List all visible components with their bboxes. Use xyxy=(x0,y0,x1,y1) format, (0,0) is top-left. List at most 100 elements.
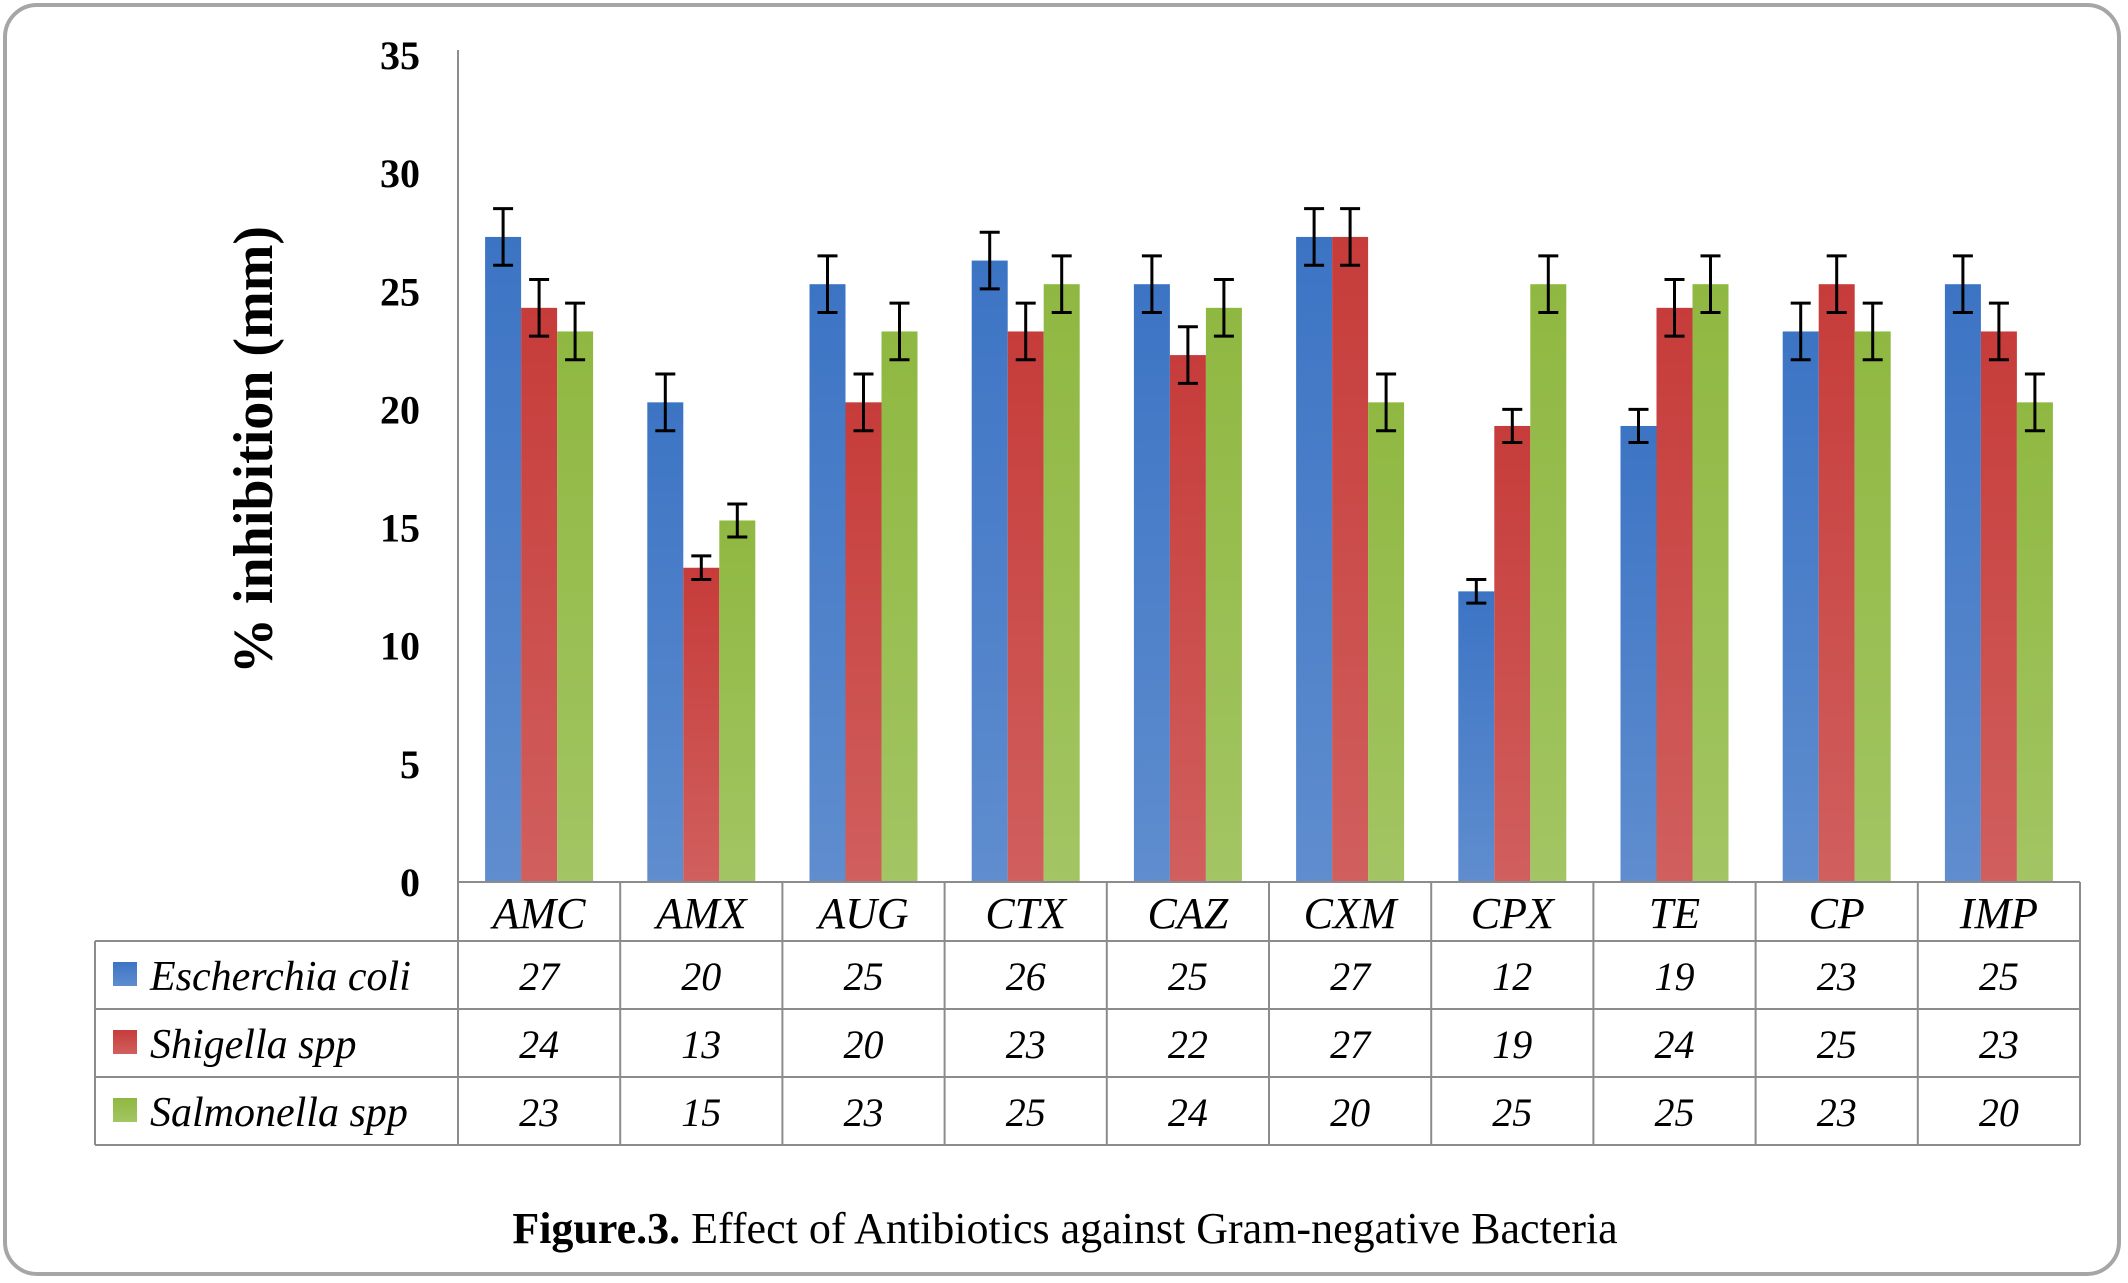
table-cell-value: 13 xyxy=(681,1022,721,1067)
legend-swatch xyxy=(113,962,137,986)
category-label: CPX xyxy=(1471,889,1556,938)
bar-amc-series-1 xyxy=(485,236,522,882)
legend-swatch xyxy=(113,1030,137,1054)
error-bar xyxy=(1340,207,1361,267)
error-bar xyxy=(1015,301,1036,362)
error-bar xyxy=(1538,254,1559,315)
table-cell-value: 23 xyxy=(844,1090,884,1135)
table-cell-value: 27 xyxy=(519,954,561,999)
bar-ctx-series-1 xyxy=(971,260,1008,882)
error-bar xyxy=(1628,407,1649,445)
bar-te-series-2 xyxy=(1656,307,1693,883)
bar-ctx-series-3 xyxy=(1043,284,1080,882)
category-label: CTX xyxy=(985,889,1068,938)
y-tick-label: 5 xyxy=(400,742,420,787)
bar-te-series-3 xyxy=(1692,284,1729,882)
error-bar xyxy=(1304,207,1325,267)
legend-series-name: Escherchia coli xyxy=(149,954,411,1000)
bar-cpx-series-1 xyxy=(1458,591,1495,882)
error-bar xyxy=(1466,578,1487,605)
error-bar xyxy=(727,502,748,539)
bar-caz-series-3 xyxy=(1205,307,1242,883)
legend-series-name: Shigella spp xyxy=(150,1022,357,1068)
data-table: AMC AMX AUG CTX CAZ CXM CPX TE CP IMP Escherchia c… xyxy=(94,881,2081,1146)
bar-cxm-series-2 xyxy=(1332,236,1369,882)
table-cell-value: 19 xyxy=(1655,954,1695,999)
table-cell-value: 12 xyxy=(1492,954,1532,999)
category-label: AUG xyxy=(815,889,908,938)
y-axis: 0 5 10 15 20 25 30 35 xyxy=(380,33,459,905)
bar-amx-series-3 xyxy=(719,520,756,882)
table-cell-value: 25 xyxy=(1817,1022,1857,1067)
y-tick-label: 10 xyxy=(380,624,420,669)
error-bar xyxy=(1862,301,1883,362)
table-cell-value: 20 xyxy=(1979,1090,2019,1135)
error-bar xyxy=(1376,372,1397,433)
error-bar xyxy=(1141,254,1162,315)
caption-text: Effect of Antibiotics against Gram-negat… xyxy=(680,1204,1618,1253)
error-bar xyxy=(655,372,676,433)
error-bar xyxy=(529,277,550,338)
bar-amc-series-2 xyxy=(521,307,558,883)
bar-aug-series-2 xyxy=(845,402,882,882)
category-label: IMP xyxy=(1959,889,2038,938)
category-label: AMC xyxy=(490,889,587,938)
legend-series-name: Salmonella spp xyxy=(150,1090,408,1136)
bar-cp-series-1 xyxy=(1782,331,1819,882)
error-bar xyxy=(1952,254,1973,315)
error-bar xyxy=(1664,277,1685,338)
bar-cxm-series-1 xyxy=(1296,236,1333,882)
bar-amx-series-2 xyxy=(683,567,720,882)
category-label: CP xyxy=(1809,889,1865,938)
error-bar xyxy=(1790,301,1811,362)
bar-cxm-series-3 xyxy=(1368,402,1405,882)
error-bar xyxy=(1213,277,1234,338)
error-bar xyxy=(493,207,514,267)
table-cell-value: 23 xyxy=(519,1090,559,1135)
bar-amc-series-3 xyxy=(557,331,594,882)
bar-caz-series-1 xyxy=(1133,284,1170,882)
error-bar xyxy=(979,230,1000,291)
table-cell-value: 24 xyxy=(1168,1090,1208,1135)
error-bar xyxy=(2024,372,2045,433)
error-bar xyxy=(1988,301,2009,362)
table-cell-value: 27 xyxy=(1330,954,1372,999)
table-cell-value: 25 xyxy=(1979,954,2019,999)
error-bar xyxy=(1502,407,1523,445)
table-cell-value: 20 xyxy=(1330,1090,1370,1135)
error-bar xyxy=(1826,254,1847,315)
error-bar xyxy=(691,554,712,582)
bar-cp-series-3 xyxy=(1854,331,1891,882)
bar-imp-series-1 xyxy=(1944,284,1981,882)
table-cell-value: 25 xyxy=(1006,1090,1046,1135)
table-cell-value: 22 xyxy=(1168,1022,1208,1067)
table-cell-value: 23 xyxy=(1817,954,1857,999)
bars-layer xyxy=(485,236,2053,883)
bar-imp-series-2 xyxy=(1980,331,2017,882)
bar-aug-series-1 xyxy=(809,284,846,882)
table-cell-value: 23 xyxy=(1006,1022,1046,1067)
table-cell-value: 20 xyxy=(681,954,721,999)
y-tick-label: 0 xyxy=(400,860,420,905)
table-cell-value: 25 xyxy=(1492,1090,1532,1135)
error-bar xyxy=(1177,325,1198,385)
table-cell-value: 25 xyxy=(844,954,884,999)
table-cell-value: 26 xyxy=(1006,954,1046,999)
table-cell-value: 15 xyxy=(681,1090,721,1135)
bar-ctx-series-2 xyxy=(1007,331,1044,882)
bar-caz-series-2 xyxy=(1169,355,1206,882)
table-cell-value: 27 xyxy=(1330,1022,1372,1067)
bar-te-series-1 xyxy=(1620,425,1657,882)
table-cell-value: 25 xyxy=(1168,954,1208,999)
error-bar xyxy=(1051,254,1072,315)
y-tick-label: 30 xyxy=(380,151,420,196)
y-axis-label: % inhibition (mm) xyxy=(223,226,285,674)
error-bar xyxy=(817,254,838,315)
table-cell-value: 23 xyxy=(1817,1090,1857,1135)
table-cell-value: 19 xyxy=(1492,1022,1532,1067)
error-bar xyxy=(565,301,586,362)
bar-cp-series-2 xyxy=(1818,284,1855,882)
error-bar xyxy=(1700,254,1721,315)
bar-cpx-series-2 xyxy=(1494,425,1531,882)
error-bar xyxy=(889,301,910,362)
